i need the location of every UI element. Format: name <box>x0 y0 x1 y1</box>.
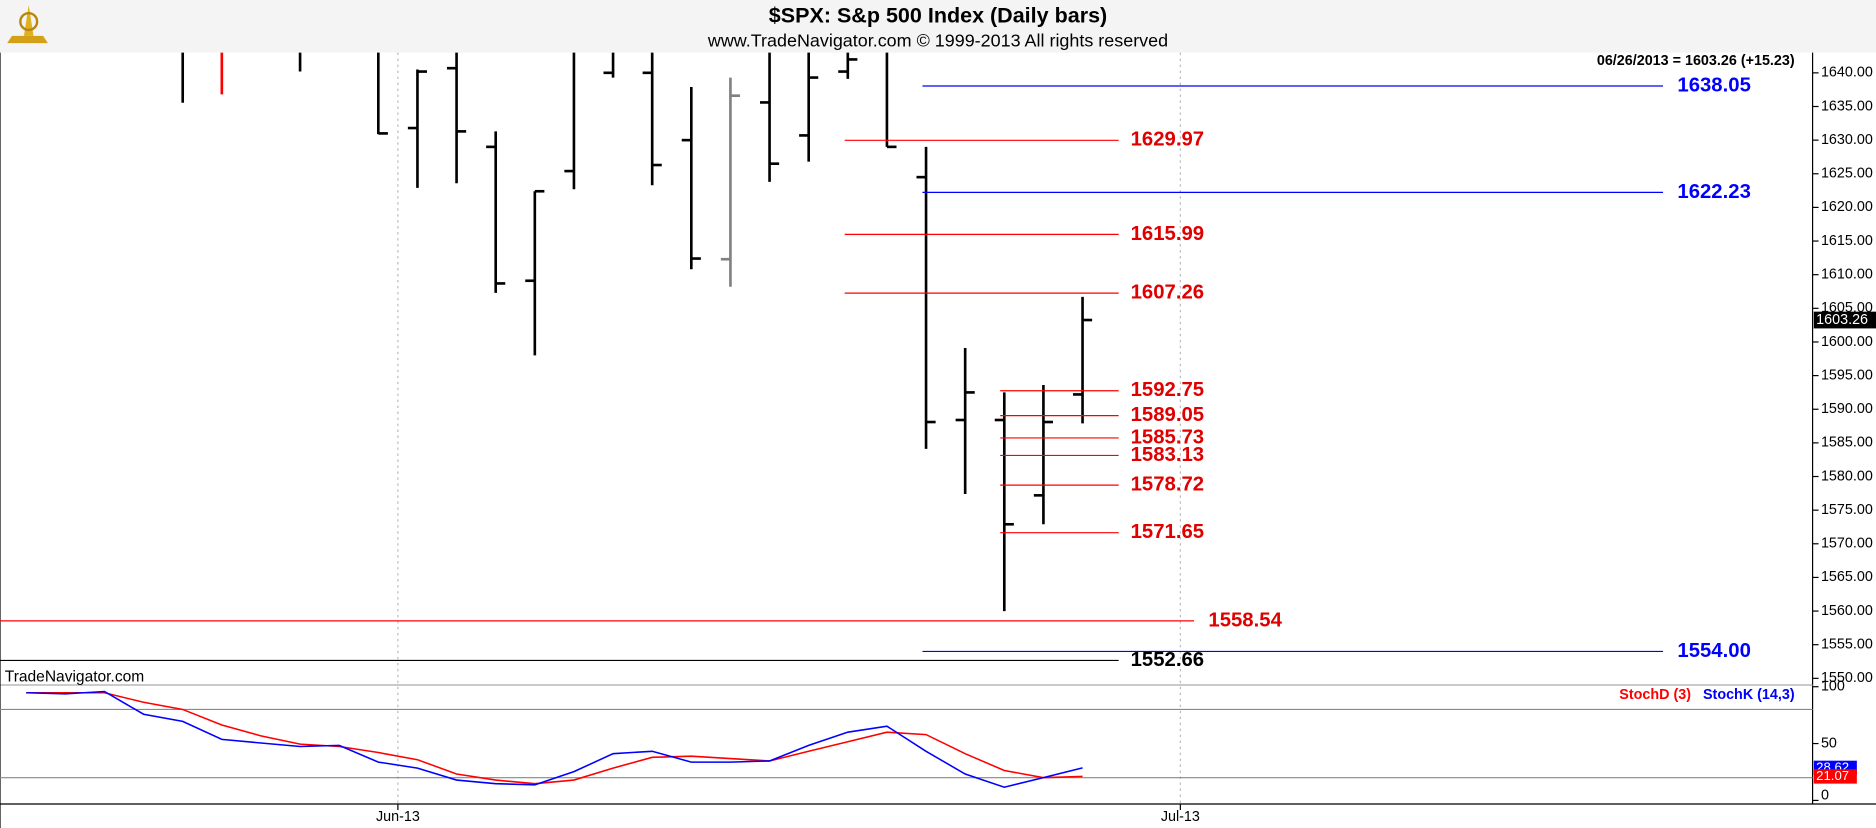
stoch-line <box>26 691 1083 785</box>
legend-label: StochK (14,3) <box>1703 687 1795 703</box>
y-tick-label: 50 <box>1821 735 1837 751</box>
level-label: 1629.97 <box>1131 129 1204 151</box>
y-tick-label: 1585.00 <box>1821 435 1873 451</box>
y-tick-label: 1590.00 <box>1821 401 1873 417</box>
y-tick-label: 0 <box>1821 787 1829 803</box>
y-tick-label: 1620.00 <box>1821 199 1873 215</box>
y-tick-label: 1550.00 <box>1821 670 1873 686</box>
y-tick-label: 1555.00 <box>1821 636 1873 652</box>
y-tick-label: 1610.00 <box>1821 266 1873 282</box>
level-label: 1607.26 <box>1131 281 1204 303</box>
y-tick-label: 1570.00 <box>1821 536 1873 552</box>
y-tick-label: 1560.00 <box>1821 603 1873 619</box>
y-tick-label: 1580.00 <box>1821 468 1873 484</box>
level-label: 1571.65 <box>1131 521 1204 543</box>
y-tick-label: 1625.00 <box>1821 166 1873 182</box>
chart-title: $SPX: S&p 500 Index (Daily bars) <box>769 3 1107 27</box>
level-label: 1583.13 <box>1131 444 1204 466</box>
y-tick-label: 1630.00 <box>1821 132 1873 148</box>
level-label: 1558.54 <box>1208 609 1282 631</box>
y-tick-label: 1595.00 <box>1821 367 1873 383</box>
y-tick-label: 1615.00 <box>1821 233 1873 249</box>
last-value-box <box>1813 769 1857 784</box>
level-label: 1578.72 <box>1131 473 1204 495</box>
price-annotation: 06/26/2013 = 1603.26 (+15.23) <box>1597 53 1795 69</box>
source-label: TradeNavigator.com <box>5 668 144 685</box>
last-price-box <box>1813 311 1876 329</box>
level-label: 1554.00 <box>1677 640 1750 662</box>
level-label: 1585.73 <box>1131 426 1204 448</box>
x-tick-label: Jul-13 <box>1161 809 1200 825</box>
y-tick-label: 1600.00 <box>1821 334 1873 350</box>
price-panel <box>181 52 1093 612</box>
stoch-line <box>26 690 1083 789</box>
level-label: 1552.66 <box>1131 649 1204 671</box>
logo <box>7 4 48 44</box>
chart-subtitle: www.TradeNavigator.com © 1999-2013 All r… <box>707 31 1168 51</box>
header-strip <box>0 0 1876 53</box>
level-label: 1589.05 <box>1131 404 1204 426</box>
last-value-label: 21.07 <box>1816 768 1849 783</box>
y-tick-label: 1635.00 <box>1821 98 1873 114</box>
level-label: 1622.23 <box>1677 181 1750 203</box>
y-tick-label: 1575.00 <box>1821 502 1873 518</box>
level-label: 1615.99 <box>1131 223 1204 245</box>
level-label: 1638.05 <box>1677 74 1750 96</box>
y-tick-label: 100 <box>1821 679 1845 695</box>
y-tick-label: 1640.00 <box>1821 65 1873 81</box>
legend-label: StochD (3) <box>1619 687 1691 703</box>
y-tick-label: 1565.00 <box>1821 569 1873 585</box>
x-tick-label: Jun-13 <box>376 809 420 825</box>
last-price-label: 1603.26 <box>1816 312 1868 328</box>
level-label: 1592.75 <box>1131 379 1204 401</box>
